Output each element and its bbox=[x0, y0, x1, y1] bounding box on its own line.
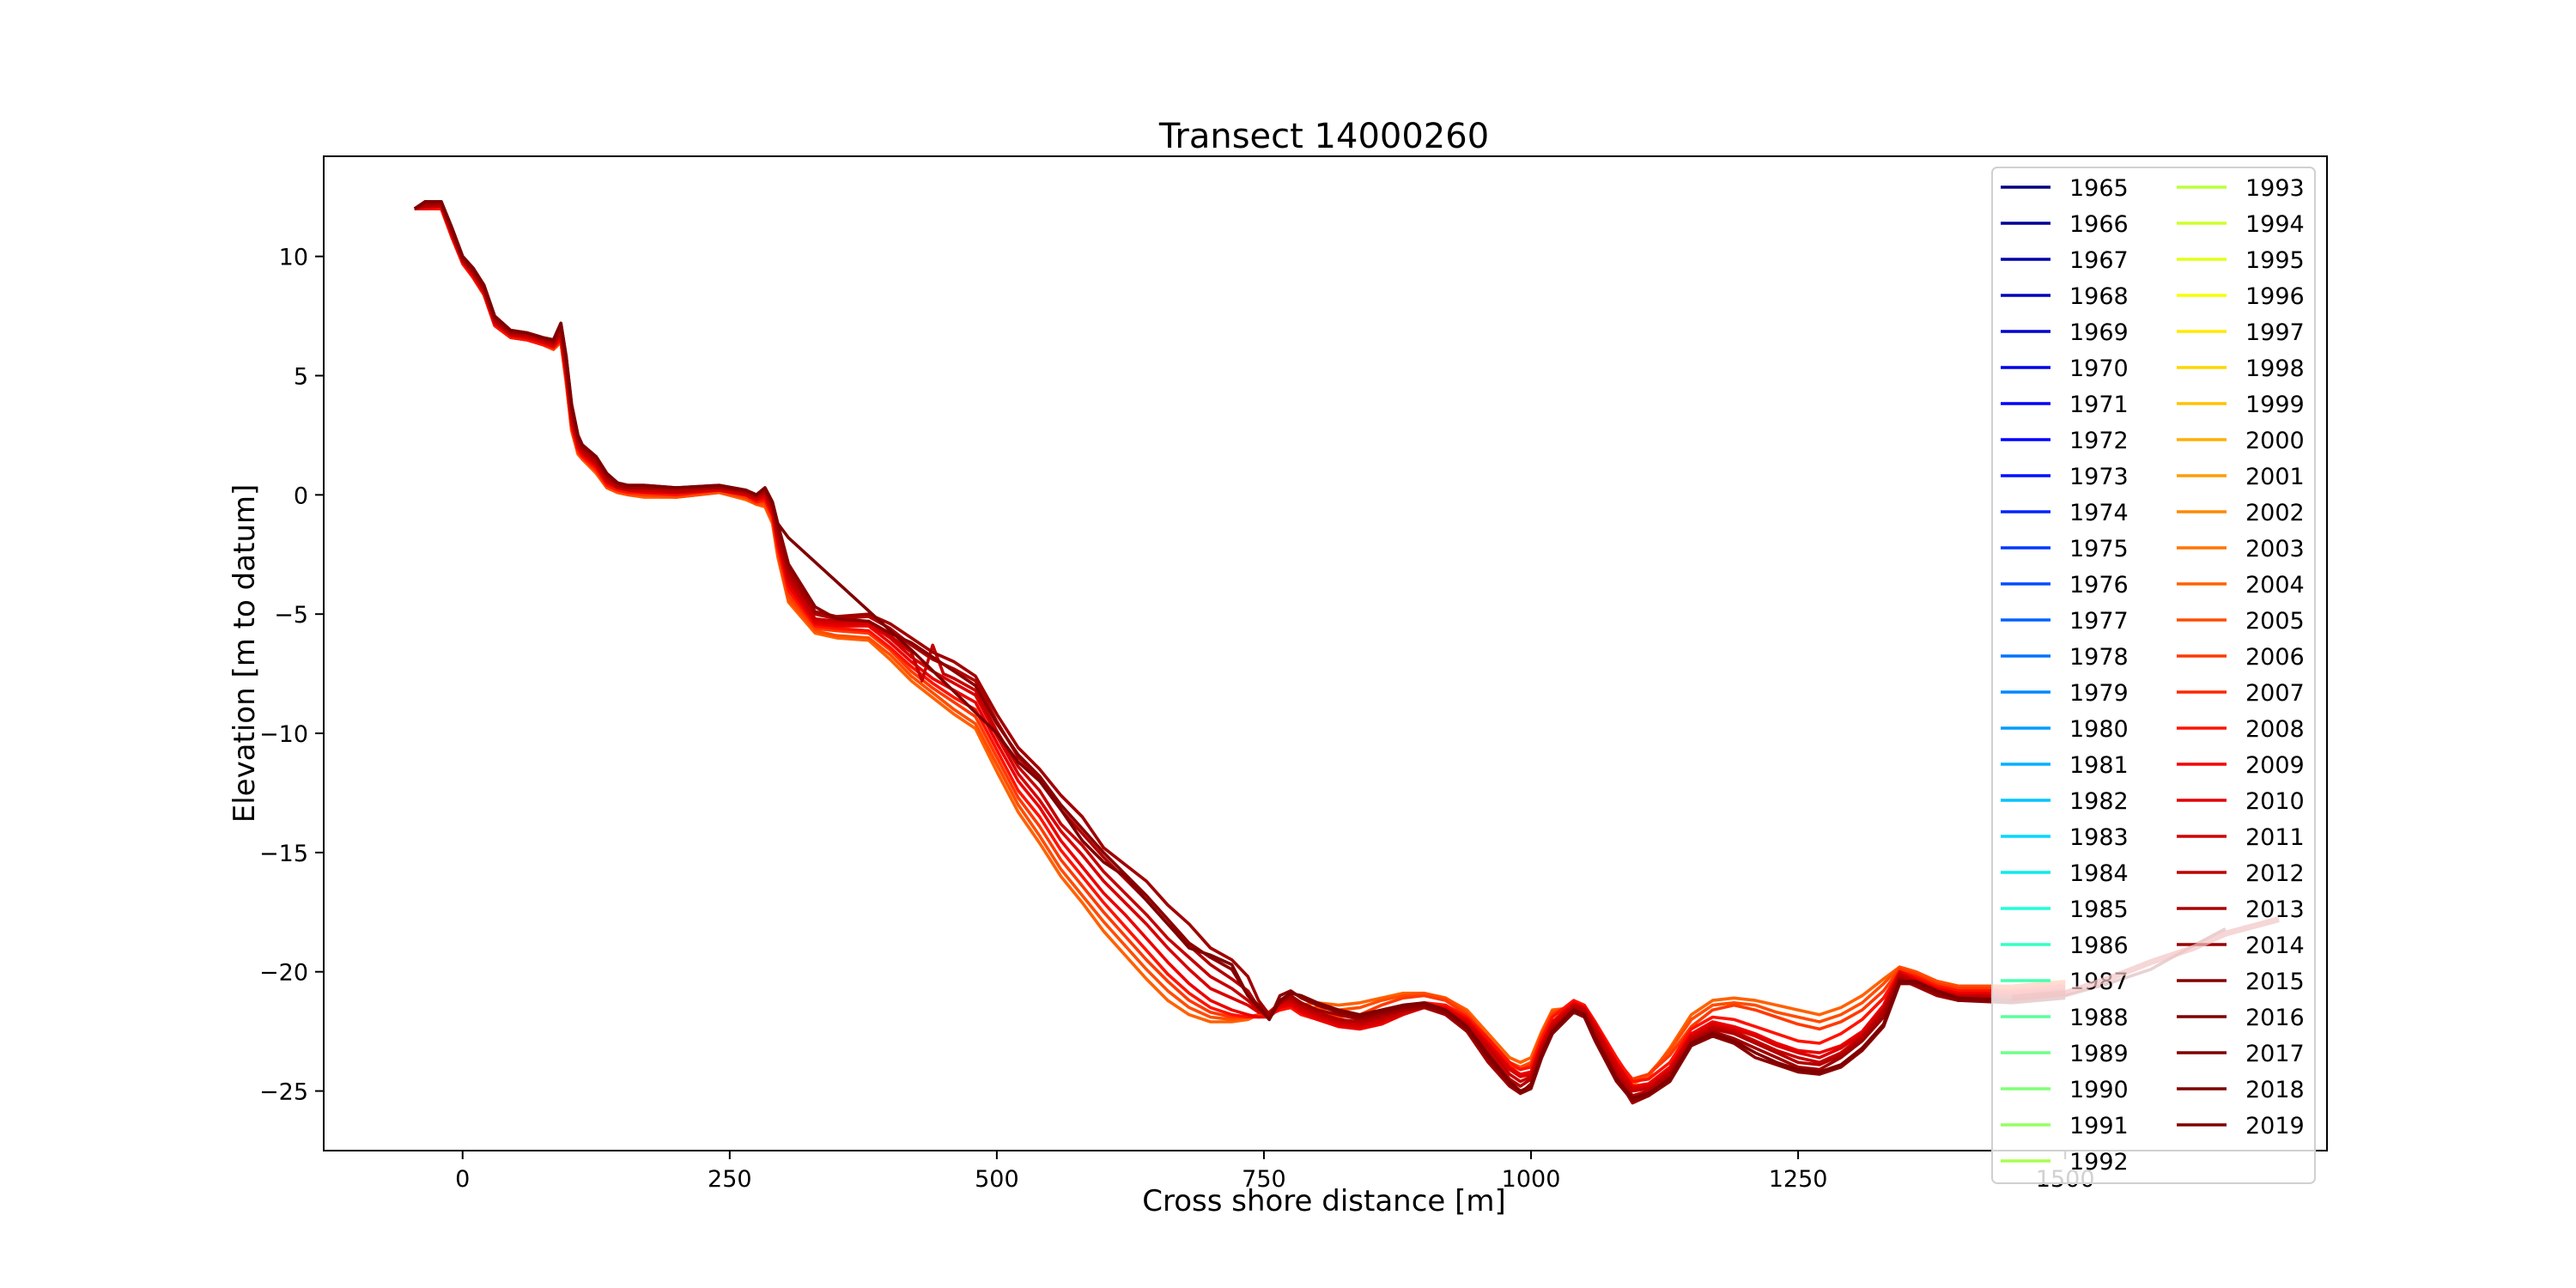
legend-label: 2010 bbox=[2245, 788, 2305, 815]
y-axis-label: Elevation [m to datum] bbox=[228, 484, 262, 823]
legend-label: 1984 bbox=[2069, 860, 2129, 887]
legend-label: 1975 bbox=[2069, 536, 2129, 562]
y-tick-label: 5 bbox=[294, 363, 308, 390]
legend-label: 2018 bbox=[2245, 1077, 2305, 1103]
legend-label: 2009 bbox=[2245, 752, 2305, 779]
legend-label: 2003 bbox=[2245, 536, 2305, 562]
series-line-2013 bbox=[414, 204, 2066, 1088]
series-line-2015 bbox=[414, 204, 2066, 1093]
series-line-2009 bbox=[414, 207, 2066, 1085]
legend-label: 2000 bbox=[2245, 428, 2305, 454]
series-line-2014 bbox=[414, 204, 2066, 1091]
legend-label: 2011 bbox=[2245, 824, 2305, 851]
legend-label: 1989 bbox=[2069, 1041, 2129, 1067]
legend-label: 1971 bbox=[2069, 392, 2129, 418]
legend-label: 2015 bbox=[2245, 969, 2305, 995]
legend-label: 1998 bbox=[2245, 355, 2305, 382]
legend-label: 1973 bbox=[2069, 464, 2129, 490]
legend-label: 1969 bbox=[2069, 319, 2129, 346]
legend-label: 2001 bbox=[2245, 464, 2305, 490]
legend-label: 1970 bbox=[2069, 355, 2129, 382]
y-tick-label: −20 bbox=[259, 960, 308, 987]
legend-label: 2014 bbox=[2245, 933, 2305, 959]
legend-label: 1967 bbox=[2069, 247, 2129, 274]
legend-label: 2016 bbox=[2245, 1005, 2305, 1031]
legend-label: 1994 bbox=[2245, 211, 2305, 238]
legend-label: 1985 bbox=[2069, 896, 2129, 923]
legend-label: 2019 bbox=[2245, 1113, 2305, 1139]
legend-label: 2002 bbox=[2245, 500, 2305, 526]
x-tick-label: 500 bbox=[975, 1166, 1019, 1193]
y-tick-label: −10 bbox=[259, 721, 308, 748]
legend-label: 1972 bbox=[2069, 428, 2129, 454]
legend-label: 1968 bbox=[2069, 283, 2129, 310]
legend-label: 2012 bbox=[2245, 860, 2305, 887]
legend-label: 2008 bbox=[2245, 716, 2305, 743]
series-line-2010 bbox=[414, 207, 2066, 1084]
legend-label: 1965 bbox=[2069, 175, 2129, 202]
legend-label: 1978 bbox=[2069, 644, 2129, 671]
legend-label: 1992 bbox=[2069, 1149, 2129, 1176]
y-tick-label: 10 bbox=[279, 245, 308, 271]
y-tick-label: −5 bbox=[274, 602, 308, 629]
legend-label: 1981 bbox=[2069, 752, 2129, 779]
legend-label: 1986 bbox=[2069, 933, 2129, 959]
legend-label: 1988 bbox=[2069, 1005, 2129, 1031]
faint-series-tail bbox=[2011, 916, 2280, 1001]
legend-label: 1996 bbox=[2245, 283, 2305, 310]
x-tick-label: 250 bbox=[708, 1166, 752, 1193]
legend-label: 1990 bbox=[2069, 1077, 2129, 1103]
legend-label: 1974 bbox=[2069, 500, 2129, 526]
y-tick-label: −25 bbox=[259, 1079, 308, 1106]
legend-label: 2007 bbox=[2245, 680, 2305, 707]
legend-label: 1991 bbox=[2069, 1113, 2129, 1139]
plot-area-frame bbox=[323, 155, 2328, 1151]
legend-label: 1980 bbox=[2069, 716, 2129, 743]
x-axis-label: Cross shore distance [m] bbox=[1142, 1184, 1506, 1218]
y-axis: 10 5 0 −5 −10 −15 −20 −25 bbox=[259, 245, 324, 1106]
legend-label: 1997 bbox=[2245, 319, 2305, 346]
x-tick-label: 1000 bbox=[1502, 1166, 1561, 1193]
series-line-2011 bbox=[414, 207, 2066, 1081]
x-tick-label: 0 bbox=[455, 1166, 470, 1193]
series-line-2012 bbox=[414, 207, 2066, 1084]
legend-label: 1999 bbox=[2245, 392, 2305, 418]
legend-label: 1993 bbox=[2245, 175, 2305, 202]
chart-title: Transect 14000260 bbox=[1158, 117, 1489, 156]
series-line-2016 bbox=[414, 202, 2066, 1097]
legend-label: 1983 bbox=[2069, 824, 2129, 851]
legend-label: 1995 bbox=[2245, 247, 2305, 274]
series-line-2019 bbox=[413, 200, 2227, 1100]
legend-label: 1982 bbox=[2069, 788, 2129, 815]
x-tick-label: 1250 bbox=[1769, 1166, 1828, 1193]
legend-label: 2006 bbox=[2245, 644, 2305, 671]
series-layer bbox=[413, 200, 2227, 1105]
legend: 1965 1966 1967 1968 1969 1970 1971 1972 1973 1974… bbox=[1991, 167, 2316, 1184]
legend-label: 2017 bbox=[2245, 1041, 2305, 1067]
legend-label: 1979 bbox=[2069, 680, 2129, 707]
x-tick-label: 750 bbox=[1242, 1166, 1286, 1193]
legend-label: 1976 bbox=[2069, 572, 2129, 598]
legend-label: 1977 bbox=[2069, 608, 2129, 635]
y-tick-label: −15 bbox=[259, 841, 308, 867]
series-line-2018 bbox=[413, 200, 2066, 1103]
legend-label: 2004 bbox=[2245, 572, 2305, 598]
y-tick-label: 0 bbox=[294, 483, 308, 509]
legend-label: 1966 bbox=[2069, 211, 2129, 238]
legend-label: 2005 bbox=[2245, 608, 2305, 635]
series-line-2017 bbox=[414, 202, 2066, 1105]
